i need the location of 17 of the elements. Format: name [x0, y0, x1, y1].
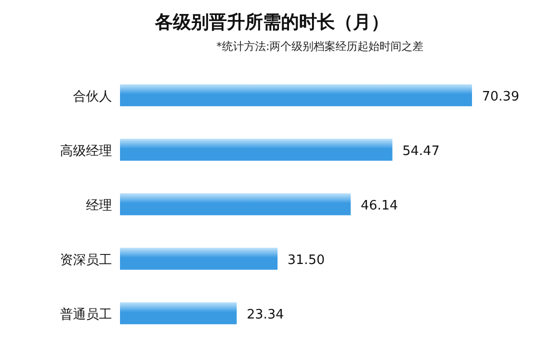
bar: [120, 84, 472, 106]
bar: [120, 248, 278, 270]
bar: [120, 302, 237, 324]
y-tick-label: 经理: [86, 198, 112, 214]
data-label: 23.34: [246, 307, 284, 322]
data-label: 46.14: [360, 198, 398, 214]
text: *统计方法:两个级别档案经历起始时间之差: [216, 40, 424, 53]
data-label: 54.47: [402, 144, 440, 159]
bar: [120, 138, 392, 161]
data-label: 31.50: [288, 252, 325, 268]
y-tick-label: 高级经理: [60, 142, 112, 159]
bar: [120, 193, 351, 216]
chart-title: 各级别晋升所需的时长（月）: [154, 12, 389, 33]
y-tick-label: 普通员工: [60, 306, 112, 322]
y-tick-label: 资深员工: [60, 252, 112, 268]
data-label: 70.39: [482, 89, 520, 104]
y-tick-label: 合伙人: [73, 89, 112, 104]
